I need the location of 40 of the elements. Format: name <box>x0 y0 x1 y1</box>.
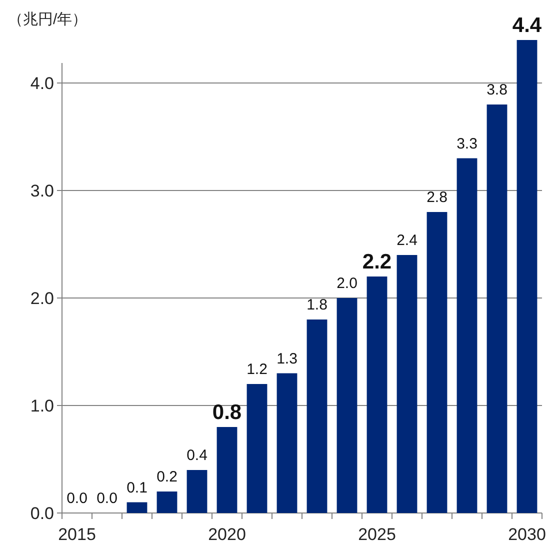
y-axis-title: （兆円/年） <box>8 11 88 28</box>
data-label: 0.2 <box>156 468 178 486</box>
data-label: 2.4 <box>396 232 418 249</box>
data-label: 0.8 <box>212 401 242 424</box>
data-label: 2.8 <box>426 189 448 206</box>
x-tick-label: 2015 <box>58 525 96 544</box>
data-label: 3.3 <box>456 135 478 152</box>
data-label: 1.2 <box>246 361 268 378</box>
data-label: 0.1 <box>126 479 148 496</box>
bar <box>516 40 538 513</box>
x-tick-label: 2020 <box>208 525 246 544</box>
bar <box>486 104 508 513</box>
bar <box>126 502 148 513</box>
bar <box>156 492 178 513</box>
data-label: 4.4 <box>512 14 542 37</box>
bar <box>426 212 448 513</box>
data-label: 1.3 <box>276 350 298 368</box>
bar <box>186 470 208 513</box>
bar <box>396 255 418 513</box>
data-label: 3.8 <box>486 82 508 98</box>
bar <box>306 320 328 513</box>
data-label: 2.0 <box>336 275 358 292</box>
x-tick-label: 2025 <box>358 525 396 544</box>
data-label: 0.0 <box>66 490 88 507</box>
y-tick-label: 4.0 <box>30 74 54 93</box>
bar <box>456 158 478 513</box>
bar <box>336 298 358 513</box>
data-label: 2.2 <box>362 250 392 274</box>
y-tick-label: 0.0 <box>30 504 54 523</box>
bar <box>276 373 298 513</box>
data-label: 1.8 <box>306 296 328 314</box>
bar <box>216 427 238 513</box>
bar <box>246 384 268 513</box>
data-label: 0.4 <box>186 447 208 464</box>
y-tick-label: 3.0 <box>30 182 54 200</box>
data-label: 0.0 <box>96 490 118 507</box>
y-tick-label: 2.0 <box>30 289 54 308</box>
bar <box>366 276 388 513</box>
y-tick-label: 1.0 <box>30 396 54 416</box>
x-tick-label: 2030 <box>508 525 546 544</box>
